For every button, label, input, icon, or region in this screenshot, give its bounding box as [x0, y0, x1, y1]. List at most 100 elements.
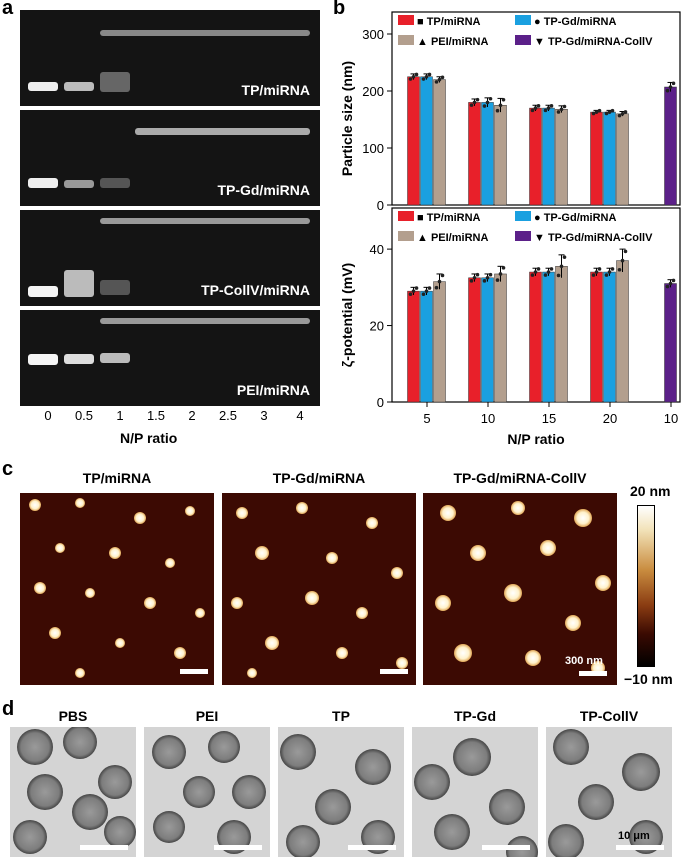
- x-axis-label: N/P ratio: [507, 431, 564, 447]
- data-point: [620, 258, 625, 263]
- bar: [420, 76, 433, 206]
- data-point: [421, 77, 426, 81]
- micro-title-2: PEI: [195, 708, 219, 724]
- data-point: [498, 103, 503, 108]
- data-point: [597, 267, 602, 271]
- afm-title-2: TP-Gd/miRNA: [272, 470, 366, 486]
- cell: [414, 764, 450, 800]
- data-point: [469, 279, 474, 283]
- data-point: [559, 107, 564, 112]
- data-point: [559, 264, 564, 269]
- afm-particle: [540, 540, 556, 556]
- data-point: [623, 110, 628, 114]
- data-point: [427, 72, 432, 77]
- data-point: [414, 286, 419, 290]
- bar: [407, 76, 420, 206]
- data-point: [469, 103, 474, 107]
- micro-image-5: 10 μm: [546, 727, 672, 857]
- data-point: [607, 270, 612, 274]
- data-point: [671, 278, 676, 283]
- cell: [434, 814, 470, 850]
- data-point: [546, 270, 551, 274]
- gel-image-3: TP-CollV/miRNA: [20, 210, 320, 306]
- gel-tick-label: 3: [260, 408, 268, 423]
- bar: [433, 79, 446, 206]
- afm-particle: [595, 575, 611, 591]
- data-point: [623, 249, 628, 254]
- afm-particle: [470, 545, 486, 561]
- legend-label: ▼ TP-Gd/miRNA-CollV: [534, 232, 653, 244]
- micro-title-5: TP-CollV: [579, 708, 639, 724]
- data-point: [665, 88, 670, 93]
- bar: [529, 271, 542, 403]
- x-tick-label: 10: [664, 411, 678, 426]
- bar: [664, 283, 677, 403]
- y-tick-label: 100: [362, 141, 384, 156]
- data-point: [556, 110, 561, 114]
- bar: [468, 277, 481, 403]
- data-point: [543, 273, 548, 277]
- data-point: [437, 77, 442, 82]
- gel-label-2: TP-Gd/miRNA: [217, 182, 310, 198]
- data-point: [556, 273, 561, 278]
- bar: [407, 290, 420, 403]
- bar: [494, 273, 507, 403]
- bar: [494, 105, 507, 206]
- scale-bar: [380, 669, 408, 674]
- afm-particle: [75, 498, 85, 508]
- afm-particle: [165, 558, 175, 568]
- afm-particle: [174, 647, 186, 659]
- data-point: [546, 106, 551, 110]
- data-point: [501, 97, 506, 102]
- afm-particle: [305, 591, 319, 605]
- scale-bar: [579, 671, 607, 676]
- gel-tick-label: 0: [44, 408, 52, 423]
- data-point: [668, 85, 673, 89]
- cell: [17, 729, 53, 765]
- afm-particle: [195, 608, 205, 618]
- gel-image-4: PEI/miRNA: [20, 310, 320, 406]
- afm-particle: [85, 588, 95, 598]
- data-point: [536, 104, 541, 108]
- data-point: [533, 106, 538, 110]
- micro-title-3: TP: [332, 708, 350, 724]
- panel-letter-a: a: [2, 0, 14, 19]
- data-point: [488, 272, 493, 277]
- scale-bar: [80, 845, 128, 850]
- afm-particle: [247, 668, 257, 678]
- y-tick-label: 0: [377, 198, 384, 213]
- data-point: [482, 279, 487, 283]
- cell: [453, 738, 491, 776]
- cell: [489, 789, 525, 825]
- afm-particle: [454, 644, 472, 662]
- afm-particle: [34, 582, 46, 594]
- cell: [578, 784, 614, 820]
- gel-tick-label: 2: [188, 408, 196, 423]
- data-point: [620, 112, 625, 116]
- data-point: [421, 292, 426, 297]
- cell: [63, 727, 97, 759]
- scale-bar: [214, 845, 262, 850]
- panel-letter-d: d: [2, 698, 15, 720]
- micro-image-4: [412, 727, 538, 857]
- data-point: [495, 108, 500, 113]
- bar: [542, 107, 555, 206]
- bar: [590, 111, 603, 206]
- data-point: [424, 289, 429, 293]
- legend-label: ■ TP/miRNA: [417, 212, 481, 224]
- y-tick-label: 0: [377, 395, 384, 410]
- cell: [183, 776, 215, 808]
- scale-bar: [348, 845, 396, 850]
- data-point: [536, 267, 541, 271]
- data-point: [597, 108, 602, 113]
- data-point: [562, 104, 567, 109]
- data-point: [533, 270, 538, 274]
- data-point: [408, 77, 413, 81]
- cell: [280, 734, 316, 770]
- bar: [616, 113, 629, 206]
- data-point: [414, 72, 419, 77]
- data-point: [549, 267, 554, 271]
- data-point: [604, 111, 609, 116]
- afm-particle: [440, 505, 456, 521]
